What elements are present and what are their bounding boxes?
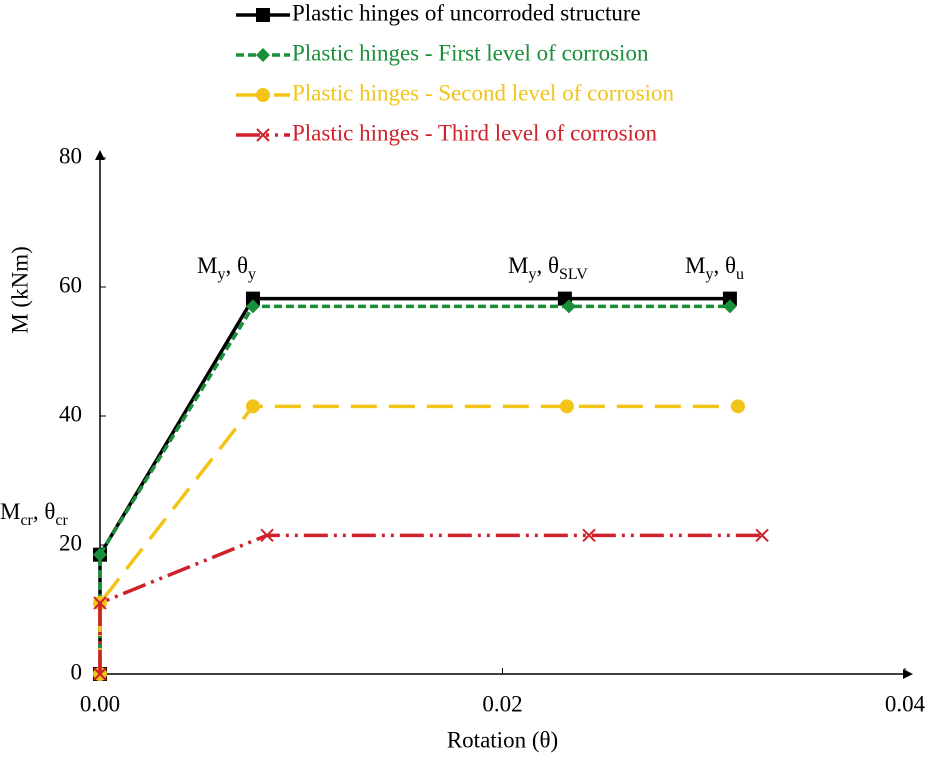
annotation-part: , θ bbox=[225, 253, 248, 278]
marker bbox=[93, 667, 107, 681]
marker bbox=[256, 88, 270, 102]
marker bbox=[256, 48, 270, 62]
annotation-part: y bbox=[528, 266, 536, 283]
y-tick-label: 40 bbox=[59, 401, 82, 426]
legend-label: Plastic hinges of uncorroded structure bbox=[292, 0, 641, 25]
marker bbox=[730, 399, 745, 414]
y-tick-label: 20 bbox=[59, 530, 82, 555]
marker bbox=[722, 299, 737, 314]
marker bbox=[260, 528, 274, 543]
series-line bbox=[98, 296, 730, 674]
series-line bbox=[98, 533, 763, 674]
legend-label: Plastic hinges - Third level of corrosio… bbox=[292, 120, 657, 145]
y-tick-label: 80 bbox=[59, 143, 82, 168]
annotation-part: SLV bbox=[559, 266, 588, 283]
annotation: My, θu bbox=[685, 253, 744, 282]
marker bbox=[256, 128, 270, 142]
marker bbox=[256, 8, 270, 22]
annotation-part: M bbox=[0, 499, 20, 524]
marker bbox=[93, 596, 107, 610]
annotation-part: cr bbox=[55, 512, 68, 529]
annotation-part: M bbox=[197, 253, 217, 278]
annotation: My, θy bbox=[197, 253, 256, 282]
annotation-part: , θ bbox=[713, 253, 736, 278]
annotation-part: y bbox=[217, 266, 225, 283]
marker bbox=[559, 399, 574, 414]
y-tick-label: 60 bbox=[59, 272, 82, 297]
x-tick-label: 0.00 bbox=[80, 691, 120, 716]
x-tick-label: 0.02 bbox=[482, 691, 522, 716]
marker bbox=[722, 291, 737, 306]
annotation: My, θSLV bbox=[508, 253, 588, 282]
marker bbox=[755, 528, 769, 543]
x-tick-label: 0.04 bbox=[885, 691, 926, 716]
legend-label: Plastic hinges - Second level of corrosi… bbox=[292, 80, 674, 105]
annotation-part: y bbox=[248, 266, 256, 283]
x-axis-title: Rotation (θ) bbox=[447, 727, 558, 752]
series-line bbox=[98, 404, 738, 674]
y-tick-label: 0 bbox=[71, 659, 83, 684]
marker bbox=[582, 528, 596, 543]
annotation-part: y bbox=[705, 266, 713, 283]
annotation-part: cr bbox=[20, 512, 33, 529]
annotation-part: M bbox=[508, 253, 528, 278]
annotation-part: u bbox=[736, 266, 744, 283]
annotation: Mcr, θcr bbox=[0, 499, 69, 528]
marker bbox=[93, 547, 107, 562]
marker bbox=[245, 399, 260, 414]
legend-label: Plastic hinges - First level of corrosio… bbox=[292, 40, 649, 65]
annotation-part: , θ bbox=[33, 499, 56, 524]
marker bbox=[561, 299, 576, 314]
marker bbox=[245, 291, 260, 306]
marker bbox=[245, 299, 260, 314]
y-axis-title: M (kNm) bbox=[7, 246, 32, 334]
annotation-part: M bbox=[685, 253, 705, 278]
series-line bbox=[98, 304, 730, 674]
annotation-part: , θ bbox=[536, 253, 559, 278]
